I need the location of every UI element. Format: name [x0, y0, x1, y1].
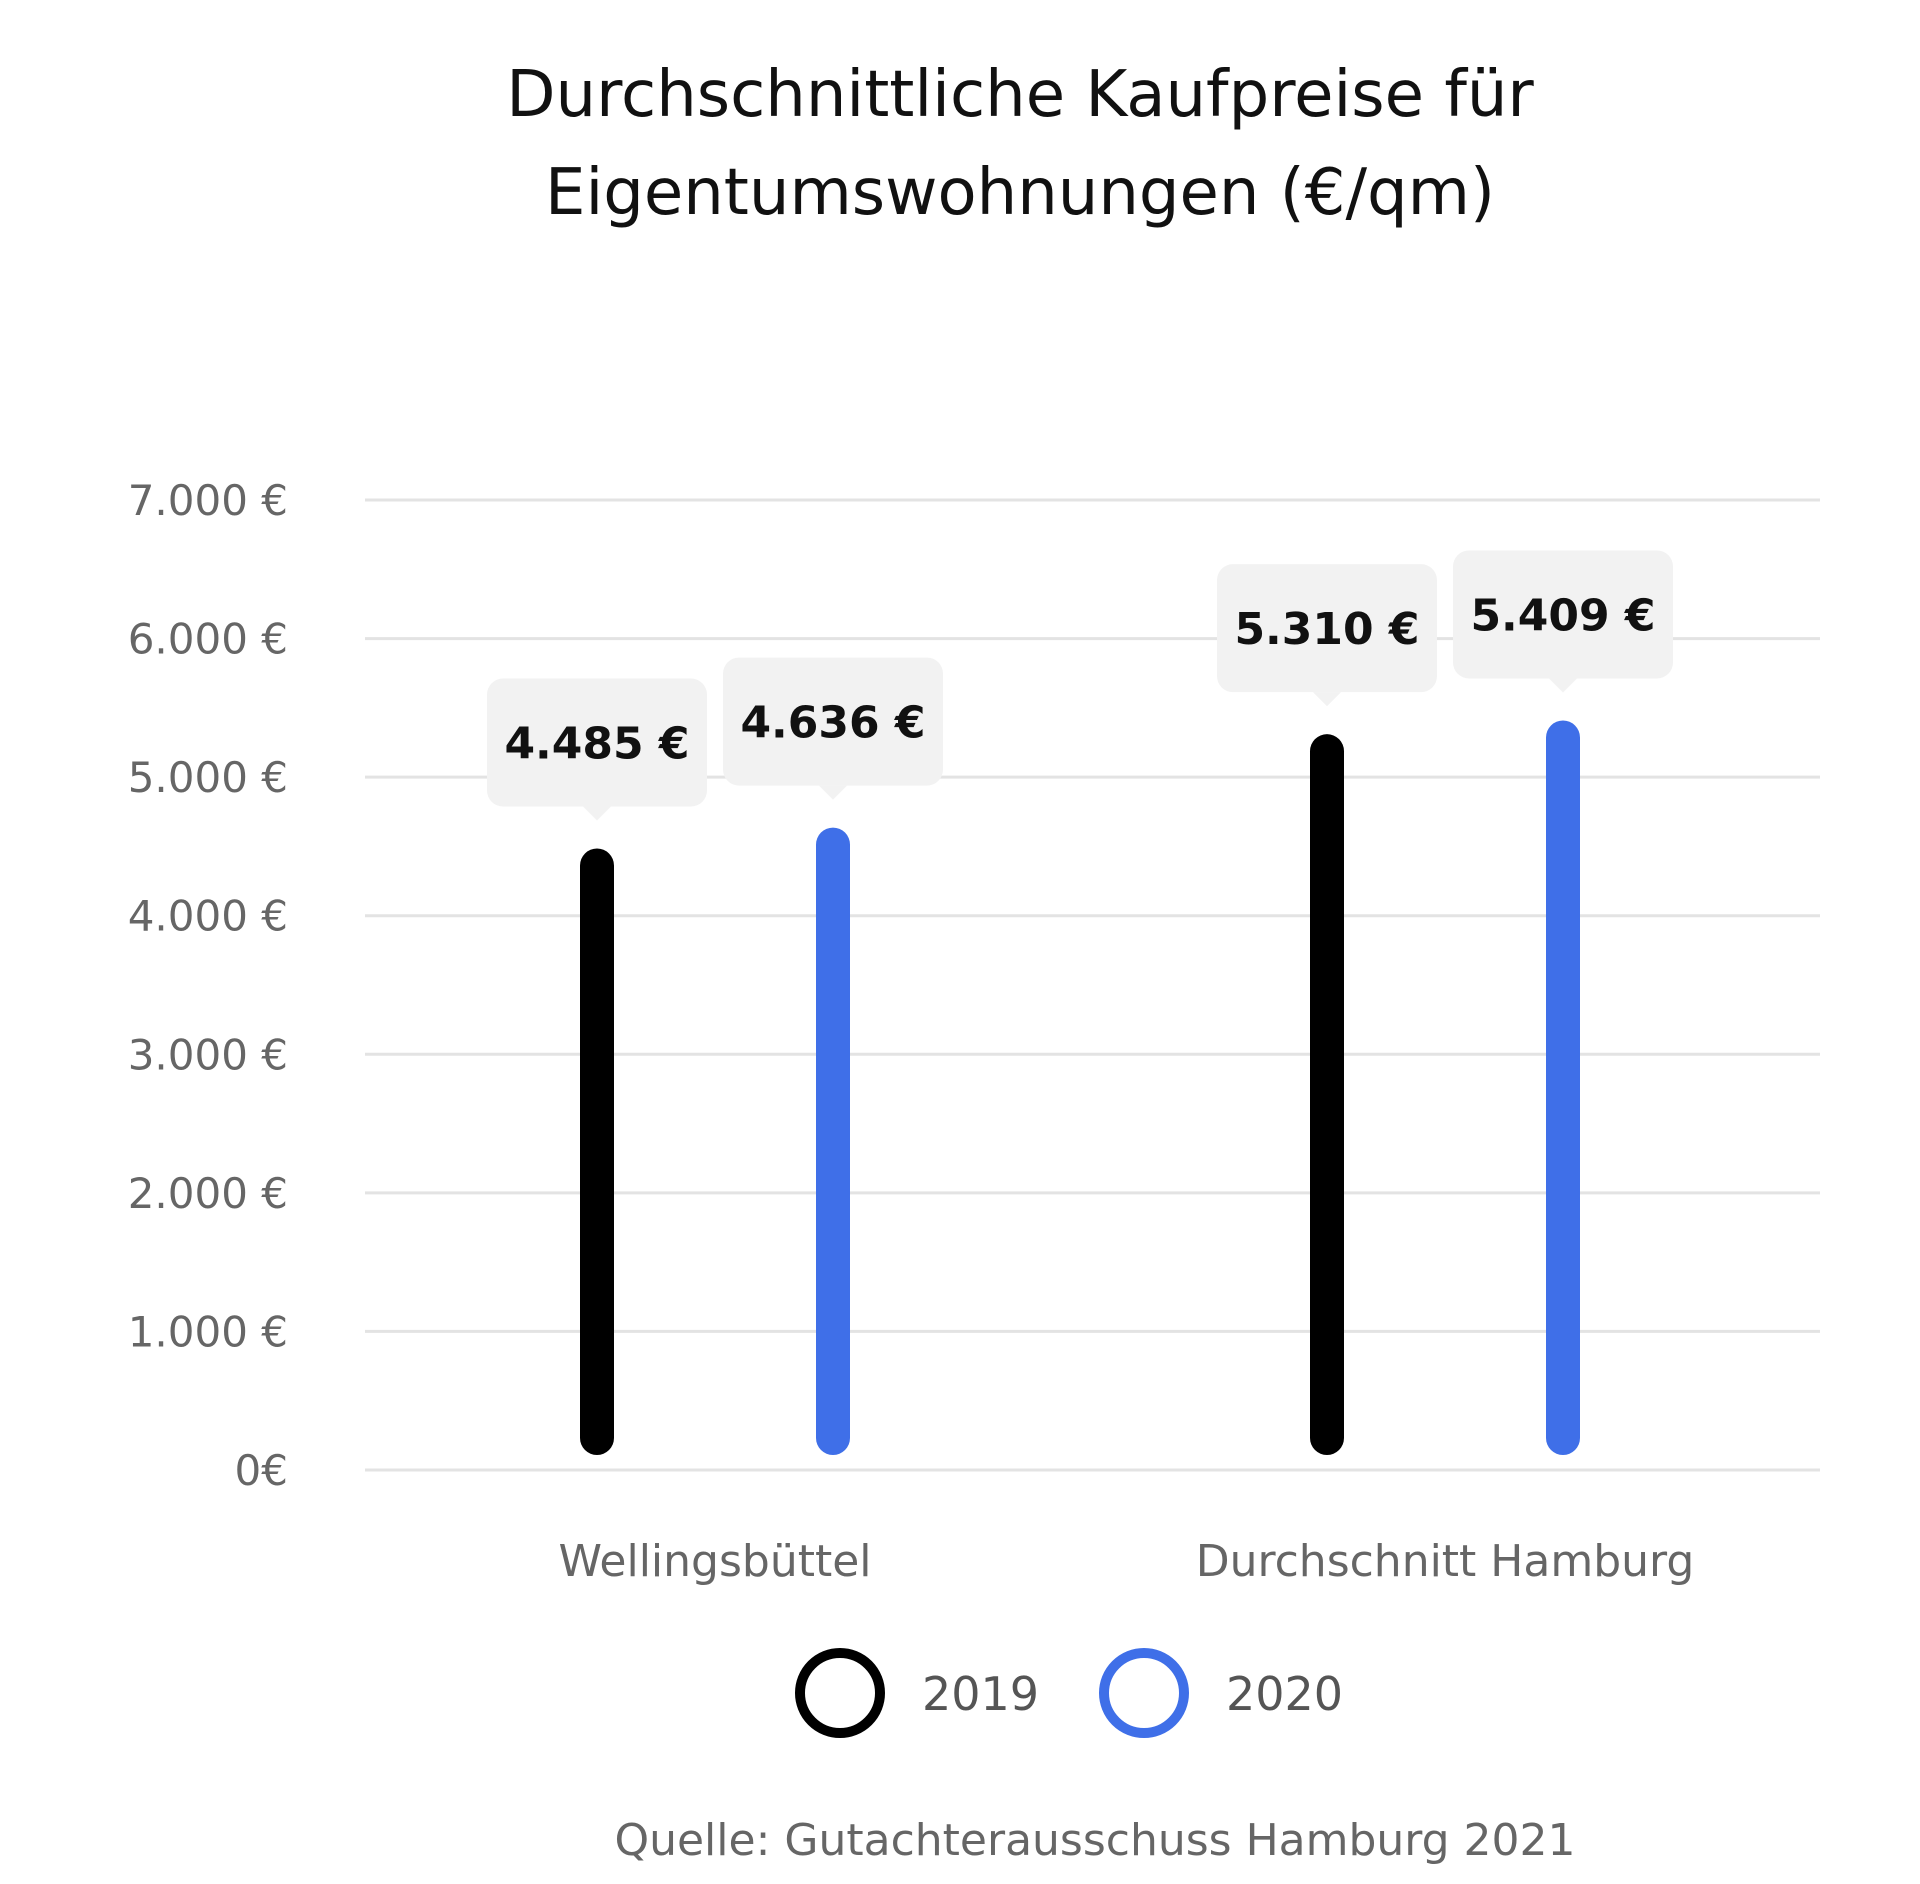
bars [580, 720, 1580, 1455]
y-tick-label: 5.000 € [128, 753, 288, 802]
y-tick-label: 1.000 € [128, 1307, 288, 1356]
x-category-label: Wellingsbüttel [558, 1536, 871, 1587]
data-label: 4.485 € [504, 719, 689, 770]
source-note: Quelle: Gutachterausschuss Hamburg 2021 [614, 1815, 1575, 1866]
bar-2019 [1310, 734, 1344, 1455]
data-label-pointer [1549, 678, 1577, 693]
y-tick-label: 7.000 € [128, 476, 288, 525]
chart-title-line-1: Durchschnittliche Kaufpreise für [506, 58, 1534, 132]
y-tick-label: 6.000 € [128, 615, 288, 664]
legend-marker-2020 [1099, 1648, 1189, 1738]
y-tick-label: 2.000 € [128, 1169, 288, 1218]
bar-2020 [816, 827, 850, 1455]
y-tick-label: 3.000 € [128, 1030, 288, 1079]
legend-label: 2019 [922, 1667, 1039, 1721]
data-label-box [1453, 550, 1673, 679]
data-label: 5.310 € [1234, 604, 1419, 655]
data-labels: 4.485 € 4.636 € 5.310 € 5.409 € [487, 550, 1673, 821]
bar-2019 [580, 848, 614, 1455]
data-label-pointer [583, 806, 611, 821]
x-axis-category-labels: Wellingsbüttel Durchschnitt Hamburg [558, 1536, 1694, 1587]
data-label: 5.409 € [1470, 590, 1655, 641]
data-label-box [1217, 564, 1437, 693]
data-label-box [723, 657, 943, 786]
data-label: 4.636 € [740, 698, 925, 749]
y-tick-label: 0€ [235, 1446, 288, 1495]
data-label-pointer [819, 785, 847, 800]
y-axis-tick-labels: 0€ 1.000 € 2.000 € 3.000 € 4.000 € 5.000 € 6.0… [128, 476, 288, 1495]
data-label-box [487, 678, 707, 807]
legend-marker-2019 [795, 1648, 885, 1738]
x-category-label: Durchschnitt Hamburg [1196, 1536, 1695, 1587]
legend-label: 2020 [1226, 1667, 1343, 1721]
legend: 2019 2020 [795, 1648, 1343, 1738]
data-label-pointer [1313, 692, 1341, 707]
chart-title-line-2: Eigentumswohnungen (€/qm) [545, 156, 1495, 230]
y-tick-label: 4.000 € [128, 892, 288, 941]
bar-2020 [1546, 720, 1580, 1455]
